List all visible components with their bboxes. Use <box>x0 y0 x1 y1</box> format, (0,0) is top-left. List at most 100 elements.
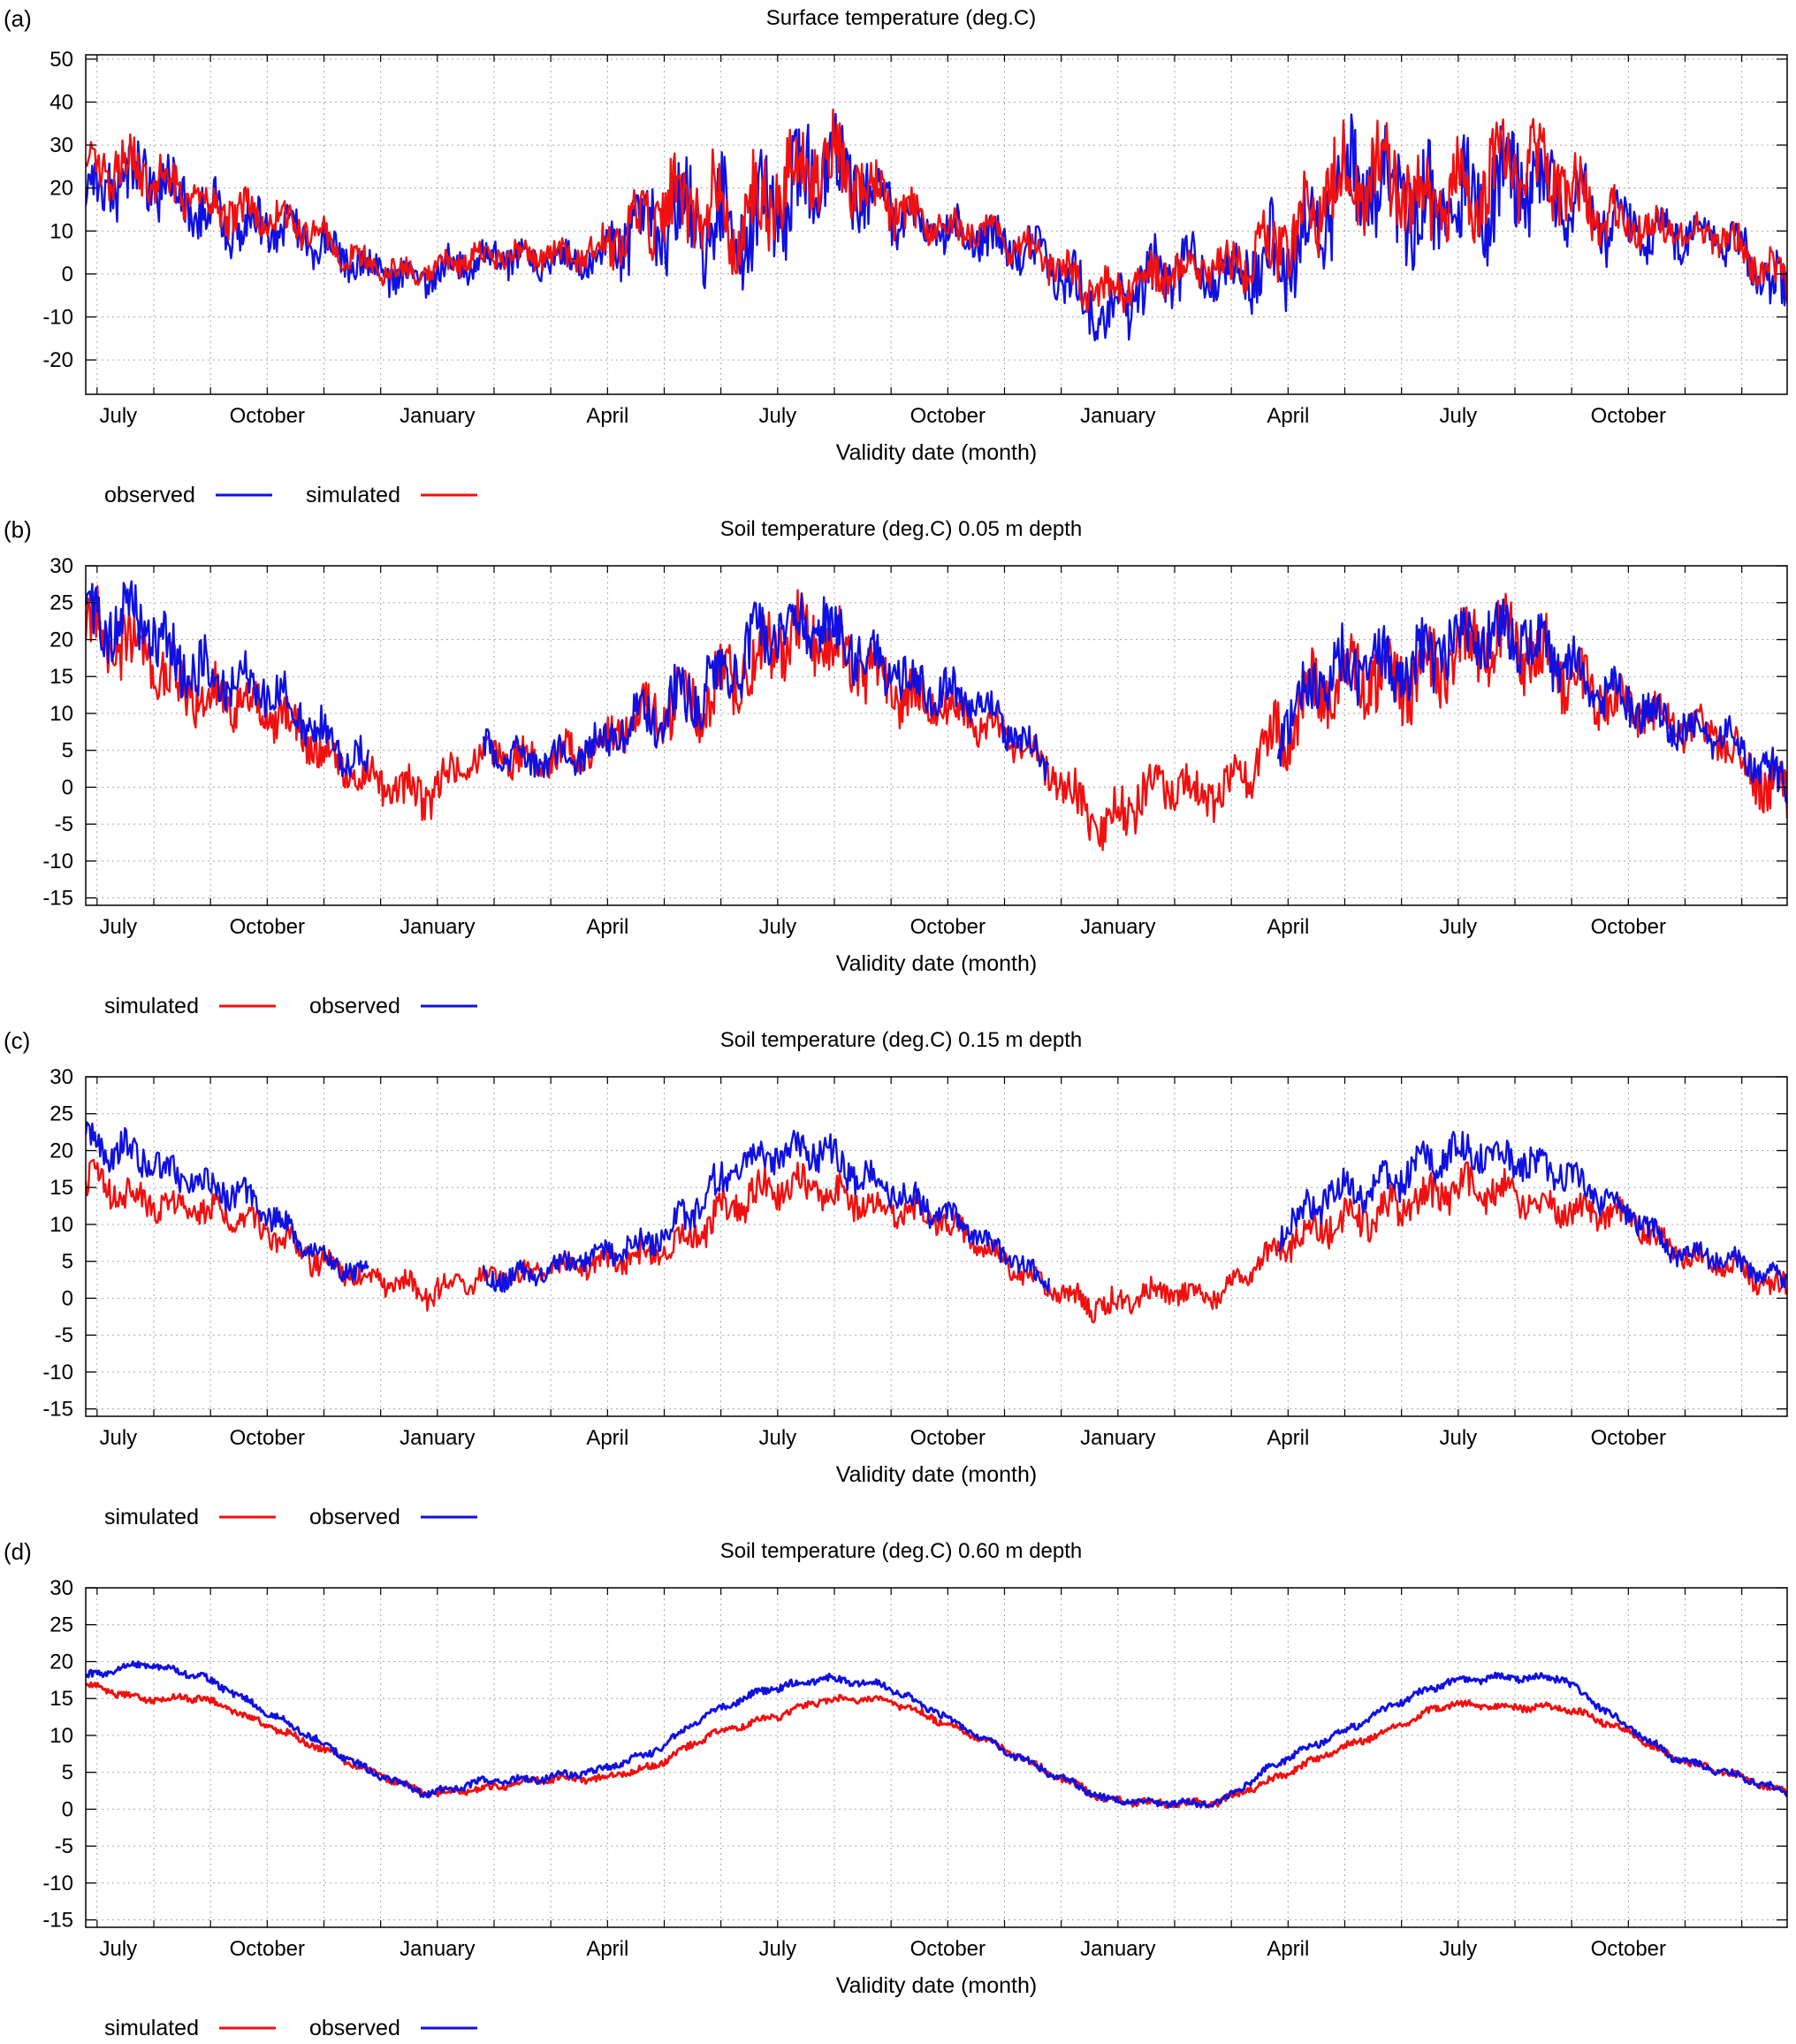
y-tick-label: 10 <box>49 219 73 243</box>
x-tick-label: October <box>910 1426 986 1450</box>
grid <box>86 565 1787 905</box>
y-tick-label: -10 <box>42 1361 73 1384</box>
panel-soil-060m: (d) Soil temperature (deg.C) 0.60 m depth… <box>4 1538 1788 2040</box>
x-axis-label: Validity date (month) <box>836 440 1037 465</box>
x-tick-label: July <box>758 404 796 428</box>
y-tick-label: 25 <box>49 1102 73 1126</box>
legend-label-simulated: simulated <box>306 483 400 507</box>
y-tick-label: 20 <box>49 628 73 652</box>
x-tick-label: April <box>586 1426 628 1450</box>
x-tick-label: October <box>1591 915 1666 939</box>
x-tick-label: January <box>1080 1937 1155 1961</box>
x-tick-label: April <box>586 915 628 939</box>
chart-title: Soil temperature (deg.C) 0.60 m depth <box>720 1539 1083 1563</box>
y-tick-label: 10 <box>49 1724 73 1748</box>
panel-soil-015m: (c) Soil temperature (deg.C) 0.15 m depth… <box>4 1027 1788 1529</box>
x-tick-label: October <box>230 404 305 428</box>
x-tick-label: October <box>910 915 986 939</box>
x-axis-label: Validity date (month) <box>836 1462 1037 1487</box>
y-tick-label: 10 <box>49 702 73 726</box>
y-tick-label: 0 <box>62 1286 73 1310</box>
plot-frame <box>85 1587 1788 1928</box>
y-tick-label: -10 <box>42 1872 73 1895</box>
y-tick-label: 30 <box>49 554 73 578</box>
legend: simulated observed <box>104 2016 477 2040</box>
x-tick-label: January <box>400 404 475 428</box>
y-tick-label: 20 <box>49 177 73 201</box>
x-tick-label: July <box>1439 404 1477 428</box>
panel-label: (b) <box>4 516 32 543</box>
plot-frame <box>85 54 1788 395</box>
legend-label-observed: observed <box>309 2016 400 2040</box>
series-line-observed <box>86 1121 1787 1293</box>
series-line-simulated <box>86 584 1787 851</box>
x-tick-label: January <box>400 915 475 939</box>
y-tick-label: 20 <box>49 1650 73 1674</box>
chart-title: Surface temperature (deg.C) <box>766 6 1036 30</box>
x-tick-label: January <box>1080 915 1155 939</box>
x-tick-label: October <box>1591 1426 1666 1450</box>
plot-frame <box>85 565 1788 906</box>
y-tick-label: 5 <box>62 1761 73 1785</box>
series-line-simulated <box>86 108 1787 314</box>
y-tick-label: 20 <box>49 1139 73 1163</box>
y-tick-label: -5 <box>55 812 73 836</box>
legend: observed simulated <box>104 483 477 507</box>
y-tick-label: 25 <box>49 1613 73 1637</box>
x-tick-label: July <box>1439 1937 1477 1961</box>
x-tick-label: April <box>1267 1426 1309 1450</box>
legend-label-observed: observed <box>104 483 195 507</box>
x-tick-label: July <box>758 915 796 939</box>
y-tick-label: 5 <box>62 1250 73 1274</box>
y-tick-label: 30 <box>49 133 73 157</box>
y-tick-label: -15 <box>42 887 73 911</box>
chart-title: Soil temperature (deg.C) 0.15 m depth <box>720 1028 1083 1052</box>
x-tick-label: July <box>99 915 137 939</box>
y-tick-label: 0 <box>62 263 73 286</box>
y-tick-label: 15 <box>49 665 73 689</box>
y-tick-label: 50 <box>49 48 73 72</box>
x-tick-label: April <box>1267 915 1309 939</box>
x-tick-label: January <box>1080 1426 1155 1450</box>
series-layer <box>86 1660 1787 1809</box>
y-tick-label: 30 <box>49 1576 73 1600</box>
x-tick-label: October <box>230 915 305 939</box>
x-tick-label: April <box>1267 1937 1309 1961</box>
y-tick-label: -15 <box>42 1909 73 1933</box>
x-tick-label: October <box>230 1426 305 1450</box>
chart-title: Soil temperature (deg.C) 0.05 m depth <box>720 517 1083 541</box>
grid <box>86 1587 1787 1927</box>
panel-soil-005m: (b) Soil temperature (deg.C) 0.05 m depth… <box>4 516 1788 1018</box>
plot-frame <box>85 1076 1788 1417</box>
x-tick-label: April <box>586 1937 628 1961</box>
panel-label: (c) <box>4 1027 30 1054</box>
x-tick-label: April <box>1267 404 1309 428</box>
series-line-observed <box>86 580 1787 805</box>
x-tick-label: July <box>99 404 137 428</box>
x-tick-label: October <box>910 404 986 428</box>
grid <box>86 1076 1787 1416</box>
y-tick-label: -20 <box>42 348 73 372</box>
x-tick-label: January <box>400 1937 475 1961</box>
series-line-simulated <box>86 1158 1787 1324</box>
y-tick-label: 30 <box>49 1065 73 1089</box>
x-tick-label: October <box>1591 404 1666 428</box>
y-tick-label: -5 <box>55 1834 73 1858</box>
x-tick-label: April <box>586 404 628 428</box>
y-tick-label: 5 <box>62 739 73 763</box>
legend-label-simulated: simulated <box>104 2016 199 2040</box>
series-line-observed <box>86 1660 1787 1809</box>
legend-label-observed: observed <box>309 1505 400 1529</box>
y-tick-label: 15 <box>49 1687 73 1711</box>
x-tick-label: October <box>1591 1937 1666 1961</box>
y-tick-label: 15 <box>49 1176 73 1200</box>
legend-label-simulated: simulated <box>104 1505 199 1529</box>
x-tick-label: July <box>1439 915 1477 939</box>
x-tick-label: July <box>758 1937 796 1961</box>
y-tick-label: -10 <box>42 306 73 330</box>
y-tick-label: 0 <box>62 775 73 799</box>
legend: simulated observed <box>104 1505 477 1529</box>
panel-surface-temperature: (a) Surface temperature (deg.C) 50 40 30 20 10… <box>4 5 1788 507</box>
x-tick-label: January <box>1080 404 1155 428</box>
